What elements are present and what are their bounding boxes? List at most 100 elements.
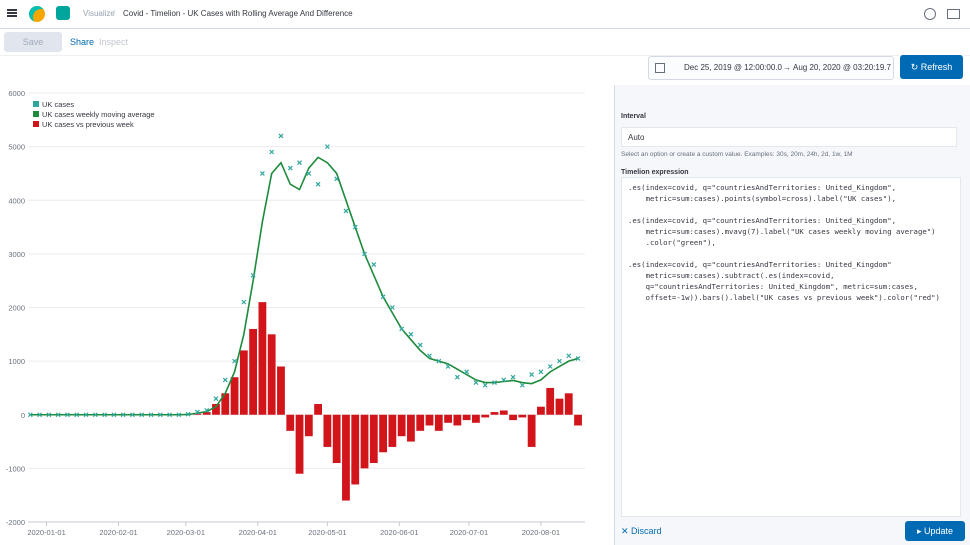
cross-point — [529, 372, 535, 377]
cross-point — [510, 374, 516, 380]
cross-point — [213, 396, 219, 402]
expression-line: metric=sum:cases).subtract(.es(index=cov… — [628, 271, 835, 280]
help-icon[interactable] — [924, 8, 936, 20]
date-picker[interactable]: Dec 25, 2019 @ 12:00:00.0 → Aug 20, 2020… — [648, 56, 894, 80]
cross-point — [352, 224, 358, 230]
refresh-label: ↻ — [910, 62, 921, 72]
refresh-button[interactable]: ↻ Refresh — [900, 55, 963, 79]
y-tick-label: 2000 — [8, 304, 25, 313]
menu-icon[interactable] — [7, 9, 17, 11]
bar — [212, 404, 220, 415]
bar — [397, 414, 406, 437]
cross-point — [194, 409, 200, 415]
update-text: Update — [924, 526, 954, 536]
x-tick-label: 2020-08-01 — [522, 528, 560, 537]
interval-label: Interval — [621, 113, 646, 120]
cross-point — [389, 305, 395, 310]
update-button[interactable]: ▸ Update — [905, 521, 965, 541]
cross-point — [222, 377, 228, 383]
bar — [527, 414, 536, 447]
refresh-text: Refresh — [920, 62, 953, 72]
cross-point — [37, 412, 43, 418]
cross-point — [436, 358, 442, 364]
legend-swatch — [33, 111, 39, 117]
logo[interactable] — [29, 6, 45, 22]
bar — [564, 393, 573, 415]
interval-help: Select an option or create a custom valu… — [621, 151, 853, 158]
bar — [444, 414, 452, 423]
legend-swatch — [33, 101, 39, 107]
breadcrumb-title: Covid - Timelion - UK Cases with Rolling… — [123, 9, 353, 18]
y-tick-label: 3000 — [8, 250, 25, 259]
mail-icon[interactable] — [947, 9, 960, 19]
legend-label: UK cases weekly moving average — [42, 110, 155, 119]
breadcrumb[interactable]: Visualize — [83, 9, 115, 18]
y-tick-label: -1000 — [6, 464, 25, 473]
cross-point — [185, 411, 191, 417]
cross-point — [241, 299, 247, 305]
toolbar: Save Share Inspect — [0, 29, 970, 56]
share-link[interactable]: Share — [70, 37, 95, 47]
cross-point — [399, 326, 405, 332]
bar — [369, 414, 378, 464]
cross-point — [250, 272, 256, 278]
bar — [555, 398, 564, 415]
expression-line: .es(index=covid, q="countriesAndTerritor… — [628, 216, 896, 225]
cross-point — [130, 412, 135, 418]
legend-swatch — [33, 121, 39, 127]
expression-block: .es(index=covid, q="countriesAndTerritor… — [628, 259, 954, 303]
interval-select[interactable]: Auto — [621, 127, 957, 147]
bar — [499, 410, 508, 415]
cross-point — [362, 251, 367, 257]
save-button[interactable]: Save — [4, 32, 62, 52]
cross-point — [111, 412, 117, 418]
bar — [239, 350, 248, 415]
cross-point — [74, 412, 80, 418]
bar — [509, 414, 517, 421]
date-arrow: → — [783, 63, 791, 72]
y-tick-label: 0 — [21, 411, 25, 420]
cross-point — [380, 294, 386, 300]
bar — [202, 412, 211, 415]
x-tick-label: 2020-03-01 — [167, 528, 205, 537]
end-date[interactable]: Aug 20, 2020 @ 03:20:19.7 — [793, 63, 891, 72]
bar — [286, 414, 295, 431]
expression-line: .color("green"), — [628, 238, 716, 247]
bar — [314, 404, 323, 415]
bar — [481, 414, 490, 418]
line — [30, 156, 579, 416]
cross-point — [232, 358, 237, 364]
cross-point — [102, 412, 108, 418]
inspect-link[interactable]: Inspect — [99, 37, 129, 47]
discard-text: Discard — [631, 526, 662, 536]
expression-line: q="countriesAndTerritories: United_Kingd… — [628, 282, 918, 291]
cross-point — [371, 262, 377, 268]
expression-line: metric=sum:cases).mvavg(7).label("UK cas… — [628, 227, 936, 236]
bar — [193, 413, 202, 415]
cross-point — [501, 377, 507, 383]
expression-editor[interactable]: .es(index=covid, q="countriesAndTerritor… — [621, 177, 961, 517]
bar — [304, 414, 313, 437]
cross-point — [204, 408, 210, 413]
bar — [472, 414, 480, 423]
cross-point — [92, 412, 98, 418]
cross-point — [482, 382, 488, 388]
cross-point — [176, 412, 182, 418]
cross-point — [445, 364, 451, 369]
bar — [221, 393, 230, 415]
cross-point — [343, 208, 349, 214]
bar — [434, 414, 443, 431]
cross-point — [306, 171, 312, 176]
y-tick-label: 6000 — [8, 89, 25, 98]
bar — [546, 387, 555, 415]
bar — [416, 414, 425, 431]
cross-point — [269, 149, 275, 155]
discard-button[interactable]: ✕ Discard — [621, 526, 662, 536]
cross-point — [454, 374, 460, 380]
start-date[interactable]: Dec 25, 2019 @ 12:00:00.0 — [684, 63, 782, 72]
bar — [462, 414, 471, 421]
y-tick-label: -2000 — [6, 518, 25, 527]
x-tick-label: 2020-07-01 — [450, 528, 488, 537]
app-icon — [56, 6, 70, 20]
x-tick-label: 2020-06-01 — [380, 528, 418, 537]
